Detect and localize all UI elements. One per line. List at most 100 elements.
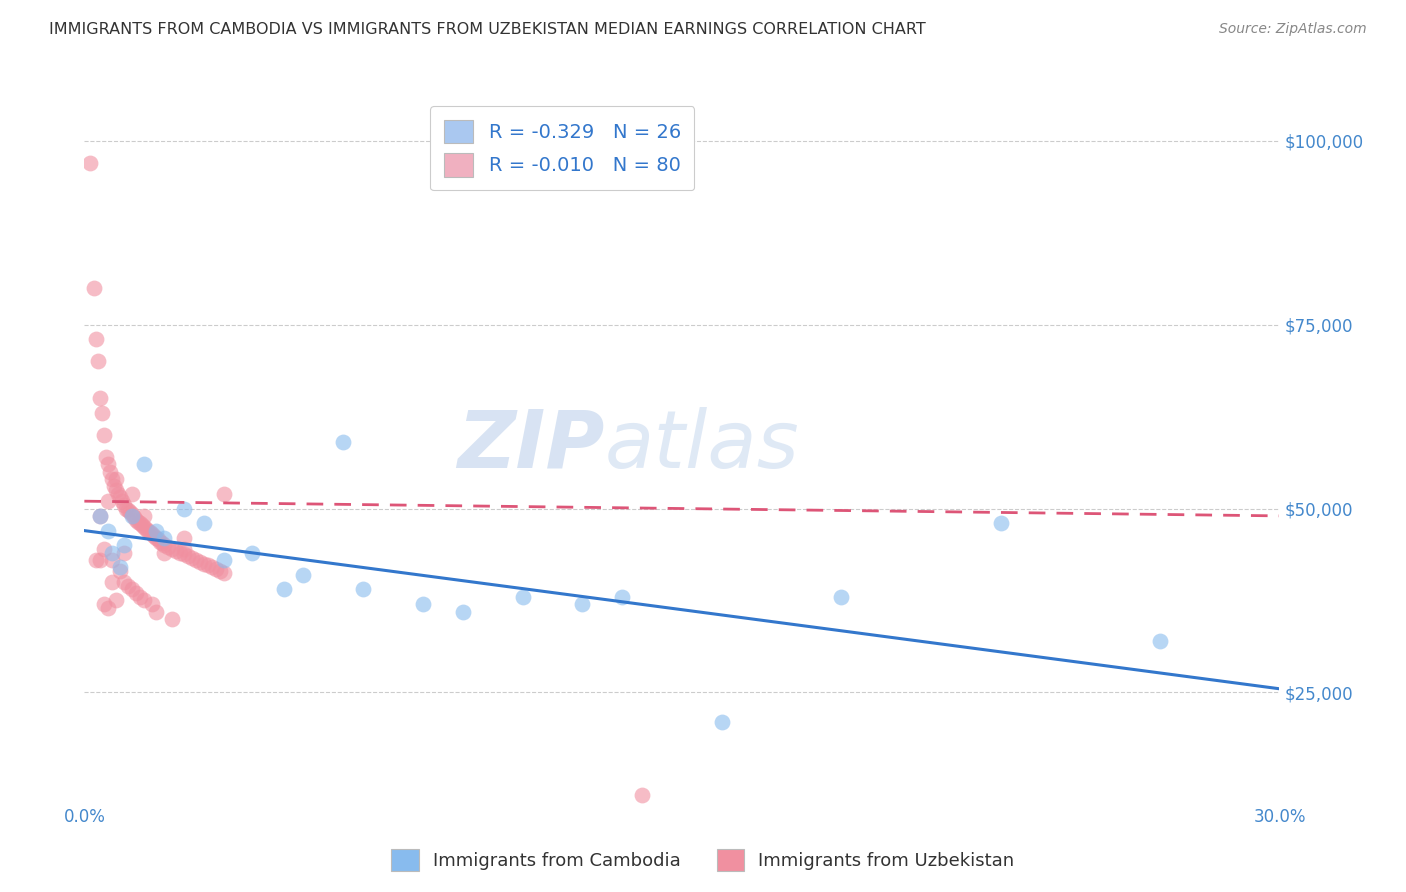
Point — [105, 483, 128, 497]
Point — [173, 531, 195, 545]
Point — [93, 428, 115, 442]
Point — [1149, 634, 1171, 648]
Point — [101, 553, 124, 567]
Point — [98, 465, 121, 479]
Point — [173, 501, 195, 516]
Point — [149, 534, 172, 549]
Point — [135, 522, 157, 536]
Point — [184, 553, 207, 567]
Point — [132, 458, 156, 472]
Point — [86, 553, 108, 567]
Point — [212, 553, 235, 567]
Point — [79, 155, 101, 169]
Point — [177, 549, 200, 564]
Point — [451, 605, 474, 619]
Point — [110, 560, 132, 574]
Point — [212, 487, 235, 501]
Point — [105, 593, 128, 607]
Point — [96, 450, 118, 464]
Point — [129, 590, 152, 604]
Legend: R = -0.329   N = 26, R = -0.010   N = 80: R = -0.329 N = 26, R = -0.010 N = 80 — [430, 106, 695, 191]
Point — [112, 575, 135, 590]
Point — [101, 472, 124, 486]
Point — [352, 582, 374, 597]
Point — [136, 524, 159, 538]
Point — [188, 554, 211, 568]
Point — [571, 597, 593, 611]
Point — [105, 472, 128, 486]
Point — [89, 508, 111, 523]
Point — [121, 582, 143, 597]
Point — [160, 612, 183, 626]
Text: IMMIGRANTS FROM CAMBODIA VS IMMIGRANTS FROM UZBEKISTAN MEDIAN EARNINGS CORRELATI: IMMIGRANTS FROM CAMBODIA VS IMMIGRANTS F… — [49, 22, 927, 37]
Point — [292, 567, 315, 582]
Point — [97, 600, 120, 615]
Point — [91, 406, 114, 420]
Point — [145, 524, 167, 538]
Point — [107, 487, 129, 501]
Point — [197, 558, 219, 573]
Point — [93, 541, 115, 556]
Point — [121, 487, 143, 501]
Point — [157, 540, 180, 554]
Point — [111, 494, 134, 508]
Point — [125, 512, 148, 526]
Point — [181, 550, 204, 565]
Point — [193, 557, 215, 571]
Point — [97, 458, 120, 472]
Point — [89, 553, 111, 567]
Point — [212, 566, 235, 580]
Point — [110, 564, 132, 578]
Point — [132, 593, 156, 607]
Point — [122, 510, 145, 524]
Point — [101, 575, 124, 590]
Point — [97, 524, 120, 538]
Point — [112, 546, 135, 560]
Point — [132, 520, 156, 534]
Point — [612, 590, 634, 604]
Point — [169, 546, 191, 560]
Point — [101, 546, 124, 560]
Point — [990, 516, 1012, 531]
Text: Source: ZipAtlas.com: Source: ZipAtlas.com — [1219, 22, 1367, 37]
Point — [120, 505, 142, 519]
Point — [240, 546, 263, 560]
Point — [89, 391, 111, 405]
Point — [121, 508, 143, 522]
Point — [208, 564, 231, 578]
Point — [145, 531, 167, 545]
Point — [121, 508, 143, 523]
Text: ZIP: ZIP — [457, 407, 605, 485]
Point — [143, 529, 166, 543]
Point — [273, 582, 295, 597]
Point — [165, 544, 187, 558]
Point — [110, 491, 132, 505]
Point — [153, 538, 176, 552]
Point — [205, 562, 228, 576]
Point — [631, 789, 654, 803]
Point — [115, 501, 138, 516]
Point — [160, 541, 183, 556]
Point — [117, 503, 139, 517]
Point — [146, 533, 169, 547]
Point — [132, 508, 156, 523]
Point — [173, 547, 195, 561]
Text: atlas: atlas — [605, 407, 799, 485]
Point — [83, 281, 105, 295]
Legend: Immigrants from Cambodia, Immigrants from Uzbekistan: Immigrants from Cambodia, Immigrants fro… — [384, 842, 1022, 879]
Point — [150, 536, 173, 550]
Point — [131, 517, 153, 532]
Point — [512, 590, 534, 604]
Point — [86, 332, 108, 346]
Point — [173, 541, 195, 556]
Point — [97, 494, 120, 508]
Point — [193, 516, 215, 531]
Point — [830, 590, 852, 604]
Point — [125, 586, 148, 600]
Point — [201, 560, 224, 574]
Point — [412, 597, 434, 611]
Point — [112, 538, 135, 552]
Point — [117, 579, 139, 593]
Point — [87, 354, 110, 368]
Point — [153, 546, 176, 560]
